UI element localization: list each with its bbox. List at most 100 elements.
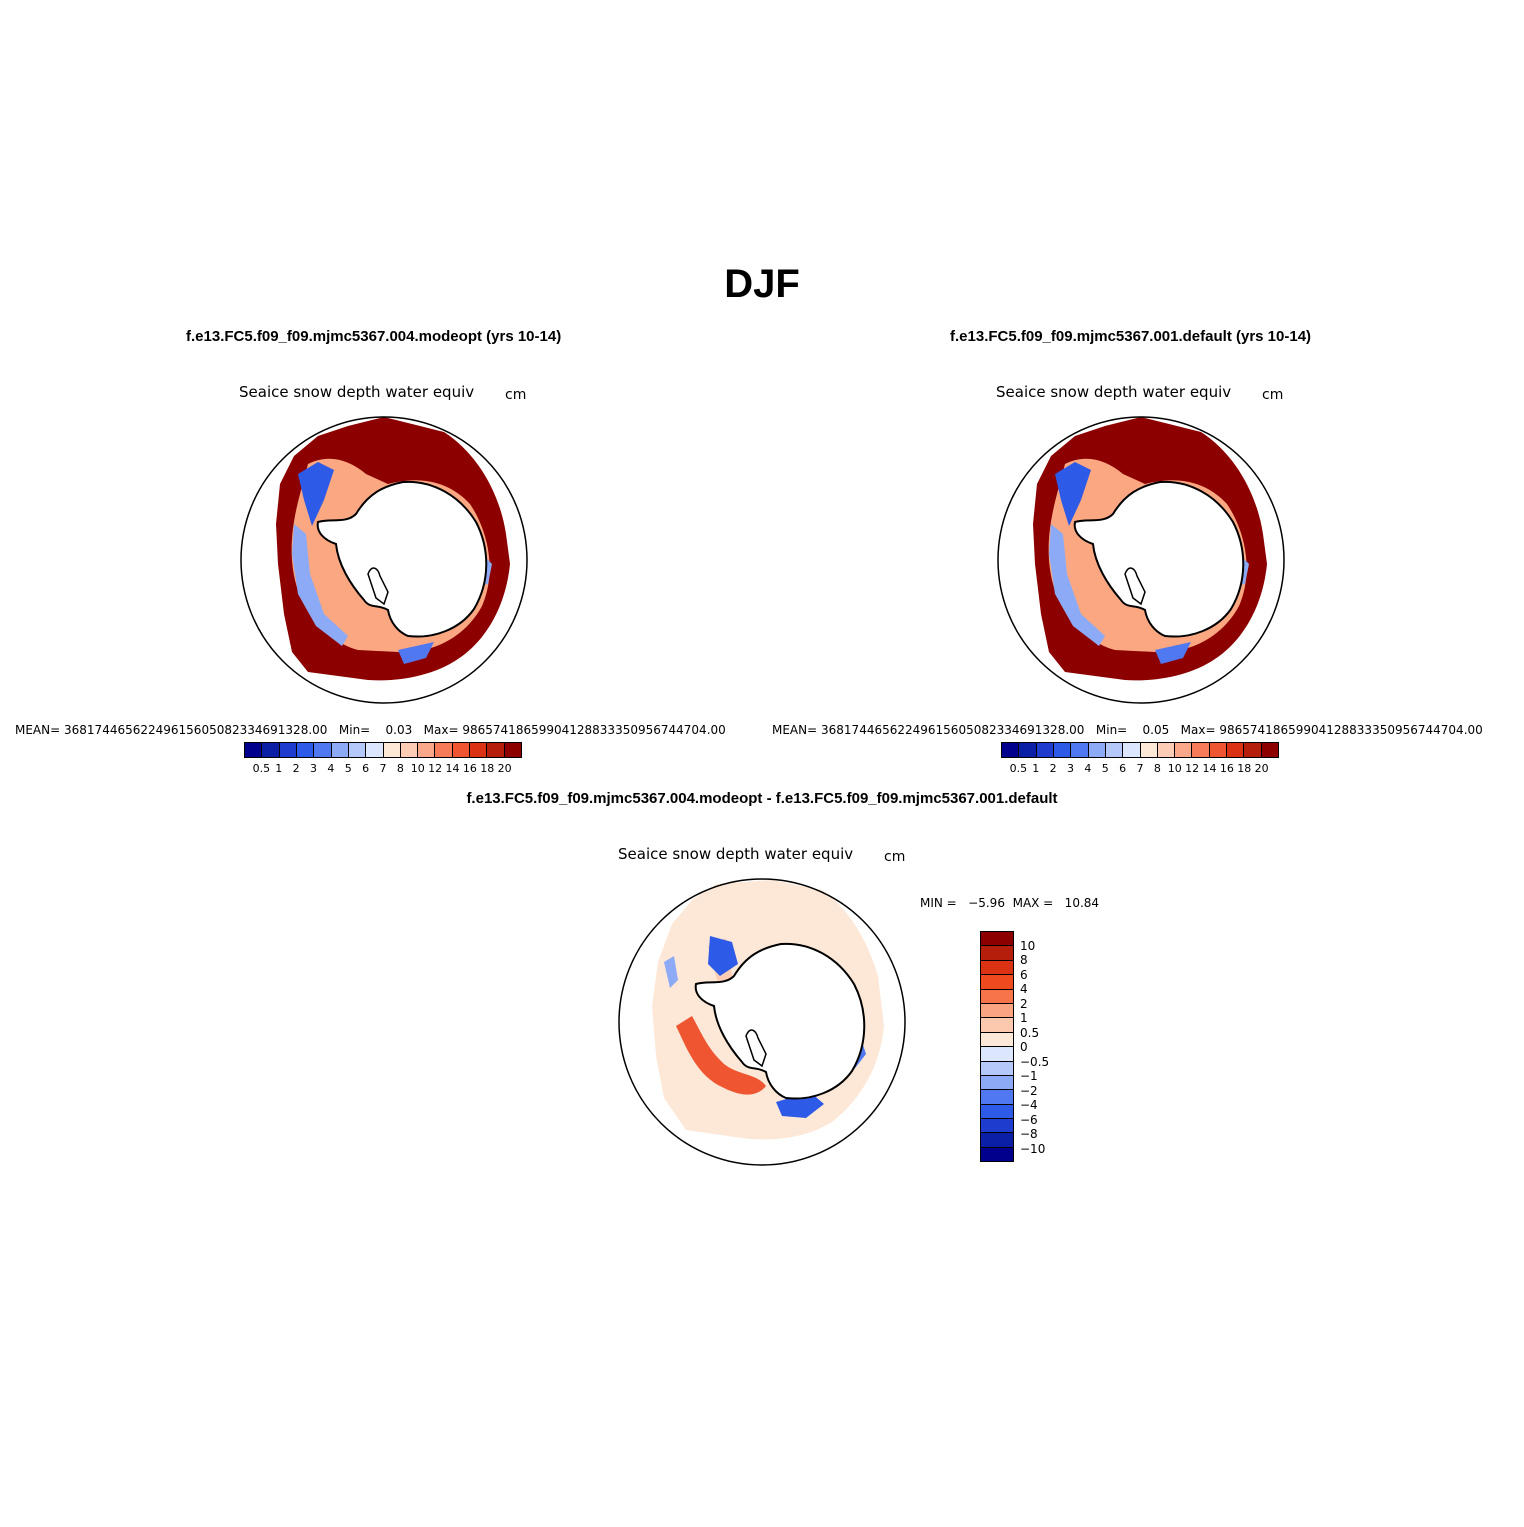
panel-2-units: cm — [1262, 387, 1284, 403]
colorbar-tick-label: 16 — [1219, 762, 1234, 775]
colorbar-swatch — [981, 1032, 1013, 1048]
colorbar-swatch — [981, 946, 1013, 961]
colorbar-swatch — [1140, 743, 1158, 757]
panel-2-max-label: Max= — [1180, 723, 1216, 737]
colorbar-swatch — [1261, 743, 1278, 757]
colorbar-swatch — [981, 1133, 1013, 1148]
panel-1-max-value: 98657418659904128833350956744704.00 — [462, 723, 726, 737]
colorbar-swatch — [331, 743, 349, 757]
panel-1-mean-label: MEAN= — [15, 723, 61, 737]
colorbar-tick-label: 5 — [344, 762, 352, 775]
panel-3-variable: Seaice snow depth water equiv — [618, 845, 854, 863]
colorbar-tick-label: 0 — [1020, 1040, 1028, 1054]
colorbar-swatch — [487, 743, 505, 757]
colorbar-swatch — [1019, 743, 1037, 757]
colorbar-swatch — [296, 743, 315, 757]
colorbar-tick-label: 20 — [497, 762, 512, 775]
panel-3-map — [618, 878, 906, 1166]
colorbar-tick-label: 7 — [379, 762, 387, 775]
colorbar-swatch — [981, 1047, 1013, 1062]
colorbar-tick-label: 1 — [1020, 1011, 1028, 1025]
colorbar-tick-label: 2 — [1049, 762, 1057, 775]
colorbar-tick-label: −4 — [1020, 1098, 1038, 1112]
colorbar-swatch — [981, 960, 1013, 976]
colorbar-tick-label: −2 — [1020, 1083, 1038, 1098]
colorbar-tick-label: 2 — [1020, 996, 1028, 1011]
colorbar-swatch — [981, 989, 1013, 1004]
panel-1-colorbar-swatches — [244, 742, 522, 758]
panel-1-colorbar: 0.5 1 2 3 4 5 6 7 8 10 12 14 16 18 20 — [244, 742, 522, 775]
colorbar-swatch — [452, 743, 471, 757]
colorbar-tick-label: 2 — [292, 762, 300, 775]
colorbar-tick-label: 4 — [327, 762, 335, 775]
panel-2-min-value: 0.05 — [1142, 723, 1170, 737]
colorbar-tick-label: −8 — [1020, 1127, 1038, 1141]
panel-2-max-value: 98657418659904128833350956744704.00 — [1219, 723, 1483, 737]
panel-2-title: f.e13.FC5.f09_f09.mjmc5367.001.default (… — [950, 328, 1312, 345]
colorbar-tick-label: 12 — [428, 762, 443, 775]
colorbar-tick-label: 18 — [480, 762, 495, 775]
colorbar-swatch — [981, 1104, 1013, 1120]
colorbar-tick-label: 14 — [1202, 762, 1217, 775]
colorbar-tick-label: 18 — [1237, 762, 1252, 775]
colorbar-swatch — [981, 932, 1013, 947]
panel-1-title: f.e13.FC5.f09_f09.mjmc5367.004.modeopt (… — [186, 328, 562, 345]
panel-1-mean-value: 36817446562249615605082334691328.00 — [64, 723, 328, 737]
colorbar-tick-label: 6 — [1119, 762, 1127, 775]
colorbar-swatch — [245, 743, 263, 757]
colorbar-swatch — [1192, 743, 1210, 757]
panel-1-stats: MEAN= 36817446562249615605082334691328.0… — [15, 723, 726, 737]
panel-2-mean-label: MEAN= — [772, 723, 818, 737]
colorbar-tick-label: 12 — [1185, 762, 1200, 775]
colorbar-tick-label: 1 — [1032, 762, 1040, 775]
colorbar-tick-label: 10 — [1167, 762, 1182, 775]
colorbar-swatch — [981, 1018, 1013, 1033]
panel-1-map — [240, 416, 528, 704]
colorbar-swatch — [348, 743, 367, 757]
colorbar-tick-label: 16 — [462, 762, 477, 775]
colorbar-tick-label: 8 — [1020, 953, 1028, 967]
colorbar-tick-label: 4 — [1084, 762, 1092, 775]
colorbar-tick-label: 0.5 — [252, 762, 271, 775]
colorbar-swatch — [1036, 743, 1054, 757]
colorbar-tick-label: 20 — [1254, 762, 1269, 775]
panel-2-min-label: Min= — [1095, 723, 1128, 737]
colorbar-swatch — [981, 1119, 1013, 1134]
colorbar-swatch — [400, 743, 419, 757]
colorbar-swatch — [435, 743, 453, 757]
colorbar-swatch — [981, 1147, 1013, 1162]
panel-3-colorbar-ticks: 10 8 6 4 2 1 0.5 0 −0.5 −1 −2 −4 −6 −8 −10 — [1020, 931, 1080, 1163]
colorbar-swatch — [1088, 743, 1106, 757]
colorbar-tick-label: 4 — [1020, 982, 1028, 996]
panel-1-colorbar-ticks: 0.5 1 2 3 4 5 6 7 8 10 12 14 16 18 20 — [244, 758, 522, 775]
colorbar-swatch — [981, 1075, 1013, 1091]
colorbar-tick-label: 14 — [445, 762, 460, 775]
colorbar-swatch — [366, 743, 384, 757]
colorbar-swatch — [1071, 743, 1089, 757]
colorbar-swatch — [1209, 743, 1228, 757]
colorbar-tick-label: −1 — [1020, 1069, 1038, 1083]
panel-3-colorbar-swatches — [980, 931, 1014, 1163]
colorbar-swatch — [981, 1061, 1013, 1076]
colorbar-swatch — [1053, 743, 1072, 757]
panel-1-variable: Seaice snow depth water equiv — [239, 383, 475, 401]
colorbar-tick-label: 0.5 — [1020, 1025, 1040, 1040]
panel-2-map — [997, 416, 1285, 704]
colorbar-tick-label: 3 — [310, 762, 317, 775]
colorbar-swatch — [418, 743, 436, 757]
colorbar-swatch — [1123, 743, 1141, 757]
panel-1-max-label: Max= — [423, 723, 459, 737]
colorbar-tick-label: 8 — [1153, 762, 1161, 775]
colorbar-tick-label: −6 — [1020, 1112, 1038, 1127]
colorbar-swatch — [504, 743, 521, 757]
colorbar-swatch — [1227, 743, 1245, 757]
panel-1-units: cm — [505, 387, 527, 403]
colorbar-tick-label: 5 — [1101, 762, 1109, 775]
colorbar-swatch — [383, 743, 401, 757]
colorbar-swatch — [279, 743, 297, 757]
colorbar-swatch — [314, 743, 332, 757]
colorbar-tick-label: 0.5 — [1009, 762, 1028, 775]
colorbar-tick-label: 8 — [396, 762, 404, 775]
colorbar-swatch — [981, 1090, 1013, 1105]
colorbar-tick-label: −0.5 — [1020, 1054, 1050, 1069]
